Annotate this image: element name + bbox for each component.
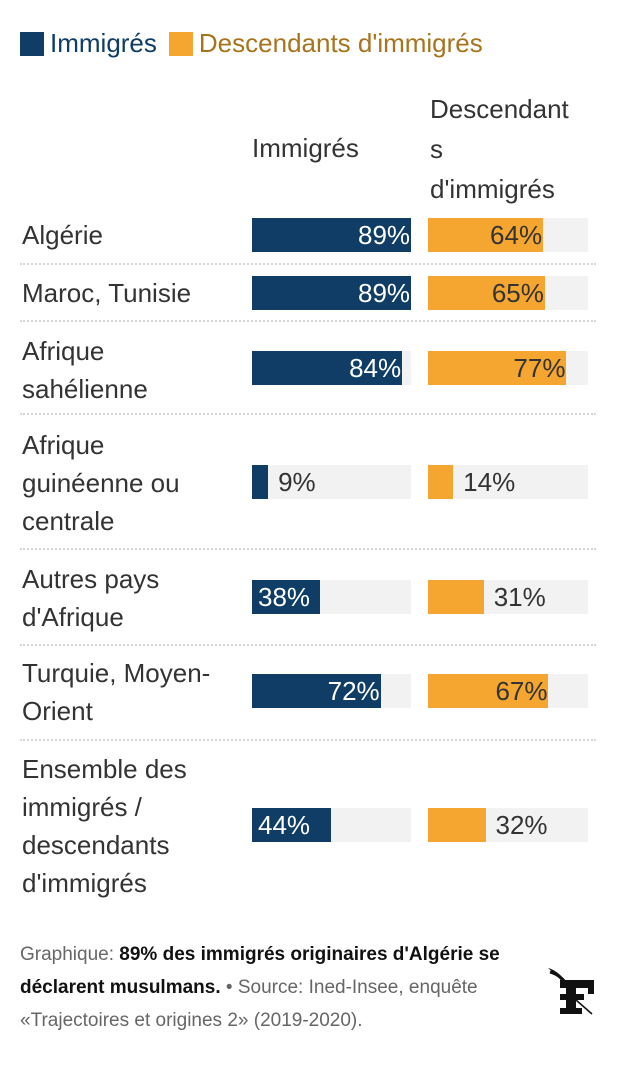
category-label-line: d'immigrés [22,868,147,898]
category-label-line: Ensemble des [22,754,187,784]
category-label-line: sahélienne [22,374,148,404]
legend: Immigrés Descendants d'immigrés [20,28,495,59]
data-label: 38% [258,582,311,612]
le-figaro-logo [546,966,598,1016]
category-label: Afrique guinéenne ou centrale [22,426,180,540]
bar-immigres [252,808,331,842]
bar-track: 65% [428,276,588,310]
chart-footer: Graphique: 89% des immigrés originaires … [20,938,550,1037]
category-label-line: d'Afrique [22,602,124,632]
bar-track: 31% [428,580,588,614]
data-label: 9% [278,467,316,497]
category-label-line: Afrique [22,430,105,460]
bar-track: 89% [252,276,411,310]
bar-descendants [428,580,484,614]
category-label-line: guinéenne ou [22,468,180,498]
category-label-line: descendants [22,830,170,860]
legend-label-descendants: Descendants d'immigrés [198,28,483,58]
legend-label-immigres: Immigrés [50,28,157,58]
data-label: 65% [491,278,544,308]
column-header-immigres: Immigrés [252,133,359,163]
category-label-line: Maroc, Tunisie [22,278,192,308]
category-label: Afrique sahélienne [22,332,148,408]
category-label-line: Afrique [22,336,105,366]
data-label: 89% [358,278,411,308]
row-separator [20,413,596,415]
data-label: 32% [495,810,548,840]
column-header-descendants-line1: Descendant [430,94,569,124]
bar-track: 64% [428,218,588,252]
column-header-descendants: Descendant s d'immigrés [430,89,600,209]
data-label: 84% [349,353,402,383]
category-label-line: Algérie [22,220,103,250]
column-header-descendants-line2: s [430,134,443,164]
figaro-f-icon [548,968,594,1015]
data-label: 14% [463,467,516,497]
data-label: 64% [490,220,543,250]
bar-descendants [428,465,454,499]
category-label-line: Turquie, Moyen- [22,658,211,688]
bar-immigres [252,276,411,310]
footer-prefix: Graphique: [20,944,120,965]
category-label-line: Autres pays [22,564,160,594]
bar-immigres [252,465,269,499]
category-label-line: immigrés / [22,792,142,822]
bar-track: 77% [428,351,588,385]
legend-swatch-descendants [168,31,193,56]
row-separator [20,548,596,550]
column-header-descendants-line3: d'immigrés [430,174,555,204]
bar-track: 32% [428,808,588,842]
category-label-line: Orient [22,696,93,726]
bar-track: 38% [252,580,411,614]
bar-track: 9% [252,465,411,499]
bar-track: 14% [428,465,588,499]
row-separator [20,320,596,322]
row-separator [20,739,596,741]
bar-descendants [428,351,567,385]
legend-item-immigres: Immigrés [20,28,157,59]
bar-track: 72% [252,674,411,708]
bar-descendants [428,218,544,252]
bar-track: 44% [252,808,411,842]
data-label: 44% [258,810,311,840]
bar-track: 67% [428,674,588,708]
category-label: Algérie [22,216,103,254]
bar-track: 84% [252,351,411,385]
bar-immigres [252,351,403,385]
bar-immigres [252,580,320,614]
bar-descendants [428,276,545,310]
footer-source: • Source: Ined-Insee, enquête «Trajectoi… [20,977,478,1031]
data-label: 89% [358,220,411,250]
legend-swatch-immigres [20,31,44,56]
data-label: 72% [327,676,380,706]
category-label: Ensemble des immigrés / descendants d'immig… [22,750,187,902]
data-label: 77% [513,353,566,383]
data-label: 31% [493,582,546,612]
data-label: 67% [495,676,548,706]
category-label: Autres pays d'Afrique [22,560,159,636]
category-label: Maroc, Tunisie [22,274,191,312]
bar-descendants [428,808,486,842]
category-label-line: centrale [22,506,115,536]
bar-immigres [252,218,411,252]
row-separator [20,263,596,265]
bar-immigres [252,674,381,708]
bar-track: 89% [252,218,411,252]
bar-descendants [428,674,549,708]
row-separator [20,644,596,646]
category-label: Turquie, Moyen- Orient [22,654,210,730]
legend-item-descendants: Descendants d'immigrés [168,28,483,59]
footer-headline: 89% des immigrés originaires d'Algérie s… [20,944,500,998]
